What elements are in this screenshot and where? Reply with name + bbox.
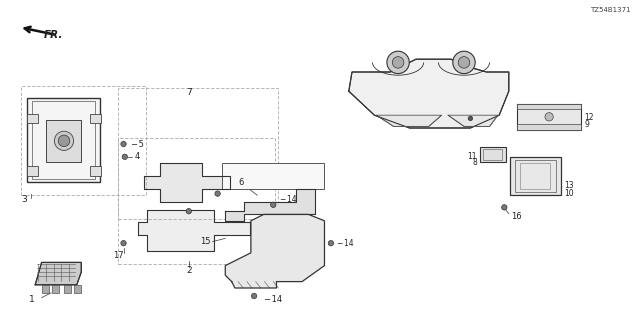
Text: ─ 5: ─ 5	[131, 140, 144, 148]
Bar	[27, 114, 38, 123]
Text: 9: 9	[584, 120, 589, 129]
Text: 3: 3	[21, 196, 27, 204]
Circle shape	[122, 154, 127, 159]
Text: 2: 2	[186, 266, 191, 275]
Bar	[480, 147, 506, 162]
Circle shape	[58, 135, 70, 147]
Circle shape	[328, 241, 333, 246]
Circle shape	[54, 131, 74, 150]
Polygon shape	[225, 189, 315, 221]
Bar	[46, 120, 81, 162]
Text: ─ 14: ─ 14	[280, 196, 296, 204]
Bar	[118, 88, 278, 219]
Bar	[52, 285, 60, 293]
Circle shape	[121, 241, 126, 246]
Text: ─ 14: ─ 14	[337, 239, 354, 248]
Bar	[32, 101, 95, 179]
Bar	[27, 98, 100, 182]
Bar	[510, 157, 561, 195]
Text: 16: 16	[511, 212, 522, 220]
Circle shape	[458, 57, 470, 68]
Circle shape	[453, 51, 476, 74]
Bar	[90, 114, 101, 123]
Circle shape	[215, 191, 220, 196]
Text: 1: 1	[29, 295, 35, 304]
Bar	[520, 163, 550, 189]
Polygon shape	[376, 115, 442, 126]
Bar	[517, 124, 581, 130]
Circle shape	[502, 205, 507, 210]
Circle shape	[387, 51, 410, 74]
Circle shape	[186, 209, 191, 214]
Bar	[90, 166, 101, 176]
Bar	[42, 285, 49, 293]
Bar	[21, 86, 146, 195]
Bar	[74, 285, 81, 293]
Text: 8: 8	[472, 158, 477, 167]
Text: FR.: FR.	[44, 30, 63, 40]
Text: 10: 10	[564, 189, 574, 198]
Bar	[517, 104, 581, 109]
Circle shape	[121, 141, 126, 147]
Text: 17: 17	[113, 252, 124, 260]
Text: ─ 14: ─ 14	[264, 295, 282, 304]
Polygon shape	[448, 115, 498, 126]
Text: 7: 7	[186, 88, 191, 97]
Circle shape	[392, 57, 404, 68]
Polygon shape	[138, 210, 250, 251]
Circle shape	[252, 293, 257, 299]
Circle shape	[271, 202, 276, 207]
Bar	[118, 138, 275, 264]
Text: TZ54B1371: TZ54B1371	[590, 7, 630, 12]
Text: 12: 12	[584, 113, 594, 122]
Bar	[515, 160, 556, 192]
Text: 4: 4	[134, 152, 140, 161]
Text: 13: 13	[564, 181, 574, 190]
Bar	[483, 149, 502, 160]
Text: 15: 15	[200, 237, 210, 246]
Polygon shape	[144, 163, 230, 202]
Bar	[517, 104, 581, 130]
Polygon shape	[225, 214, 324, 288]
Polygon shape	[349, 59, 509, 128]
Bar	[27, 166, 38, 176]
Circle shape	[468, 116, 473, 121]
Polygon shape	[35, 262, 81, 285]
Bar	[222, 163, 324, 189]
Bar	[64, 285, 71, 293]
Circle shape	[545, 113, 554, 121]
Text: 11: 11	[467, 152, 477, 161]
Text: 6: 6	[238, 178, 243, 187]
